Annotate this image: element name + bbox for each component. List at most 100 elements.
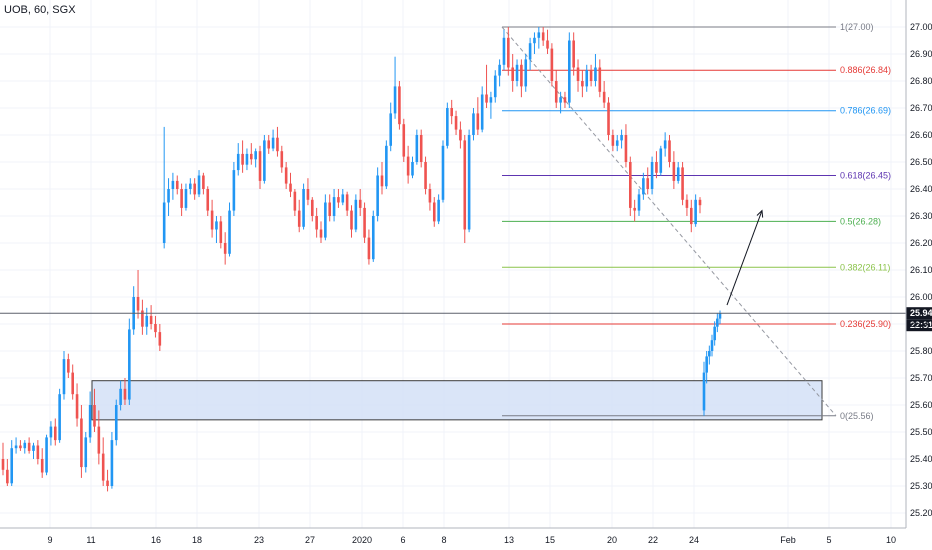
candle-body bbox=[698, 199, 702, 206]
candle-body bbox=[718, 313, 722, 319]
candle-body bbox=[476, 113, 480, 130]
candle-body bbox=[515, 64, 519, 81]
candle-body bbox=[10, 448, 14, 484]
candle bbox=[114, 399, 118, 446]
candle bbox=[154, 315, 157, 338]
candle-body bbox=[633, 207, 636, 211]
fib-level-label: 1(27.00) bbox=[840, 22, 874, 32]
candle-body bbox=[189, 183, 192, 189]
candle bbox=[297, 199, 301, 233]
candle bbox=[702, 361, 706, 416]
candle bbox=[385, 140, 388, 189]
candle-body bbox=[663, 140, 667, 149]
candle bbox=[167, 178, 170, 216]
candle bbox=[119, 380, 122, 411]
candle-body bbox=[637, 194, 641, 211]
candle bbox=[563, 91, 567, 108]
x-tick-label: 8 bbox=[441, 535, 446, 545]
y-tick-label: 25.80 bbox=[910, 346, 932, 356]
candle bbox=[708, 345, 711, 365]
candle-body bbox=[668, 140, 671, 162]
x-tick-label: 13 bbox=[504, 535, 514, 545]
x-tick-label: 11 bbox=[86, 535, 95, 545]
candle-body bbox=[702, 372, 706, 411]
candle bbox=[136, 270, 140, 319]
trend-line[interactable] bbox=[501, 26, 837, 417]
candle-body bbox=[58, 394, 61, 441]
candle-body bbox=[646, 178, 650, 189]
countdown-tag-text: 22:31 bbox=[910, 320, 932, 330]
candle-body bbox=[45, 437, 48, 473]
y-tick-label: 25.90 bbox=[910, 319, 932, 329]
candle-body bbox=[533, 37, 536, 44]
candle bbox=[162, 126, 166, 249]
projection-arrow[interactable] bbox=[726, 209, 764, 306]
candle bbox=[123, 378, 127, 405]
candle bbox=[498, 59, 501, 87]
candle-body bbox=[149, 315, 153, 324]
candle-body bbox=[297, 210, 301, 227]
candle-body bbox=[708, 351, 711, 357]
candle-body bbox=[263, 140, 266, 181]
candle bbox=[36, 440, 40, 465]
candle-body bbox=[337, 197, 340, 203]
candle-body bbox=[467, 135, 471, 230]
candle-body bbox=[171, 180, 175, 189]
candle bbox=[376, 167, 379, 222]
fibonacci-retracement[interactable]: 1(27.00) 0.886(26.84) 0.786(26.69) 0.618(26… bbox=[502, 22, 891, 421]
y-tick-label: 26.00 bbox=[910, 292, 932, 302]
candle-body bbox=[93, 405, 96, 427]
candle-body bbox=[193, 183, 196, 195]
candle bbox=[402, 118, 406, 162]
candle bbox=[576, 59, 580, 92]
candle-body bbox=[75, 394, 79, 419]
candle-body bbox=[524, 59, 528, 87]
candle bbox=[45, 434, 48, 476]
candle bbox=[602, 81, 606, 108]
candle-body bbox=[280, 151, 284, 168]
candle bbox=[175, 175, 179, 195]
candle-body bbox=[158, 332, 162, 346]
symbol-title: UOB, 60, SGX bbox=[4, 4, 76, 16]
candle bbox=[507, 27, 510, 76]
candle-body bbox=[441, 145, 445, 200]
candle-body bbox=[598, 67, 602, 92]
candle-body bbox=[437, 199, 440, 222]
candle-body bbox=[162, 202, 166, 243]
candle-body bbox=[71, 372, 74, 395]
arrow-shaft bbox=[726, 210, 763, 306]
candle-body bbox=[716, 318, 719, 327]
candle bbox=[668, 135, 671, 168]
price-axis[interactable]: 27.00 26.90 26.80 26.70 26.60 26.50 26.40 26.30… bbox=[905, 0, 932, 528]
candle-body bbox=[250, 153, 253, 160]
candle bbox=[345, 191, 349, 216]
dashed-trend-line bbox=[501, 26, 837, 417]
y-tick-label: 25.30 bbox=[910, 481, 932, 491]
candle bbox=[581, 70, 584, 98]
candle bbox=[58, 388, 61, 443]
time-axis[interactable]: 9 11 16 18 23 27 2020 6 8 13 15 20 22 24 Feb 5 10 bbox=[0, 527, 906, 545]
candle-body bbox=[659, 148, 663, 173]
fib-level-label: 0.886(26.84) bbox=[840, 65, 891, 75]
candle-body bbox=[258, 151, 262, 181]
candle bbox=[476, 97, 480, 135]
candle bbox=[716, 313, 719, 333]
candle-body bbox=[267, 140, 271, 149]
candle bbox=[713, 321, 716, 346]
candle bbox=[363, 202, 366, 243]
y-tick-label: 26.20 bbox=[910, 238, 932, 248]
candle-body bbox=[106, 480, 109, 486]
candles bbox=[1, 27, 722, 492]
candle bbox=[611, 129, 615, 152]
candle bbox=[84, 432, 88, 473]
candle bbox=[245, 148, 249, 171]
candle bbox=[472, 108, 475, 141]
candle bbox=[672, 151, 676, 189]
candle bbox=[594, 54, 597, 87]
candle-body bbox=[459, 129, 462, 141]
candle-body bbox=[215, 221, 218, 230]
x-tick-label: 2020 bbox=[352, 535, 372, 545]
arrow-head bbox=[756, 209, 764, 218]
candle bbox=[184, 183, 188, 211]
